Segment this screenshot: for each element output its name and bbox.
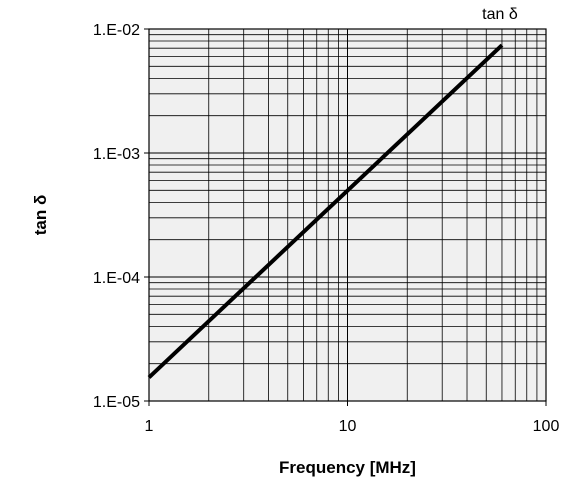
x-tick-label: 1: [145, 418, 154, 435]
series-label-background: [463, 4, 536, 24]
series-label-group: tan δ: [463, 4, 536, 24]
y-axis-label: tan δ: [31, 195, 50, 236]
y-tick-label: 1.E-05: [93, 394, 140, 411]
series-label: tan δ: [482, 6, 518, 23]
y-axis-ticks: 1.E-05 1.E-04 1.E-03 1.E-02: [93, 22, 149, 411]
x-tick-label: 10: [339, 418, 357, 435]
grid: [149, 29, 546, 401]
x-axis-label: Frequency [MHz]: [279, 458, 416, 477]
y-tick-label: 1.E-03: [93, 146, 140, 163]
x-axis-ticks: 1 10 100: [145, 401, 560, 435]
series-layer: [147, 43, 504, 379]
series-line-0: [147, 43, 504, 379]
y-tick-label: 1.E-02: [93, 22, 140, 39]
y-tick-label: 1.E-04: [93, 270, 140, 287]
x-tick-label: 100: [533, 418, 560, 435]
